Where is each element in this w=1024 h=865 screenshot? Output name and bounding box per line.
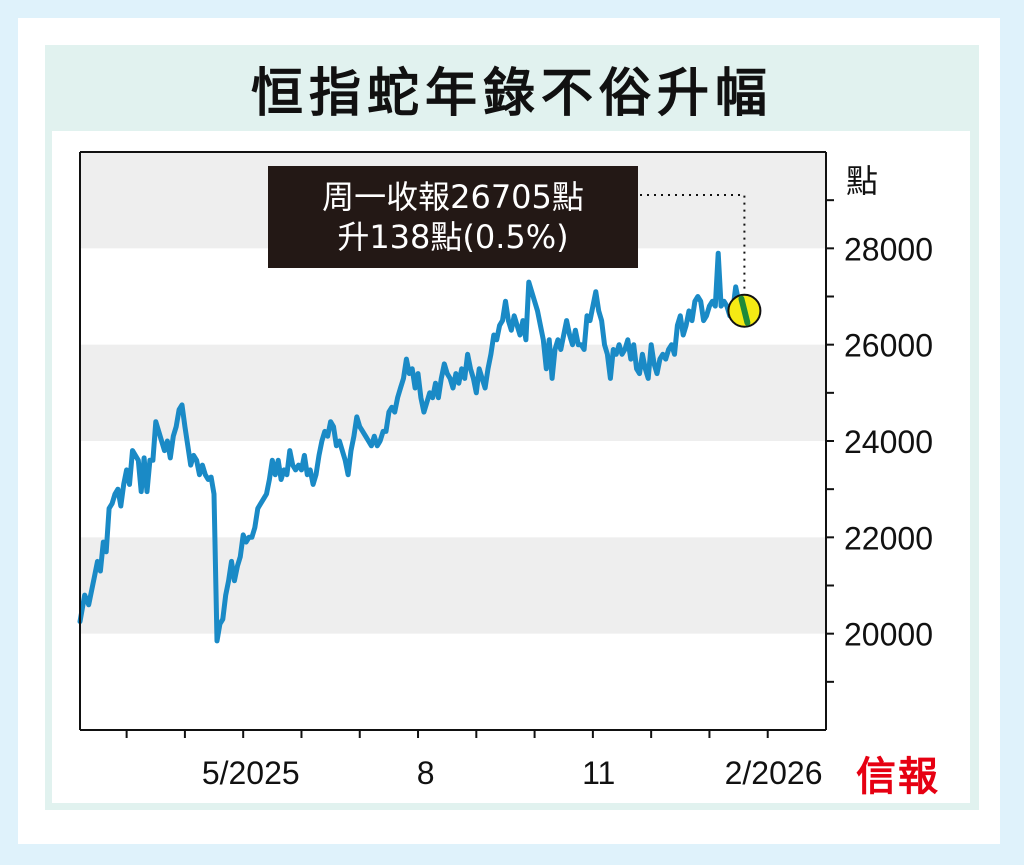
callout-line-2: 升138點(0.5%): [337, 218, 569, 256]
x-tick-label: 8: [417, 755, 435, 791]
series-line-0: [77, 250, 747, 644]
band-24000-26000: [80, 344, 826, 441]
x-axis: 5/2025 8 11 2/2026: [125, 730, 823, 791]
y-tick-label: 22000: [844, 520, 933, 556]
x-tick-label: 5/2025: [202, 755, 300, 791]
y-tick-label: 20000: [844, 617, 933, 653]
annotation-callout: 周一收報26705點 升138點(0.5%): [268, 166, 638, 268]
x-tick-label: 11: [582, 755, 615, 791]
y-axis: 20000 22000 24000 26000 28000: [826, 199, 933, 683]
last-value-marker: [727, 293, 762, 328]
last-value-highlight: [738, 295, 751, 326]
series-layer: [77, 250, 747, 644]
publisher-logo: 信報: [856, 753, 940, 800]
y-axis-unit-label: 點: [846, 162, 879, 200]
y-tick-label: 24000: [844, 424, 933, 460]
callout-leader: [640, 194, 746, 293]
chart-title: 恒指蛇年錄不俗升幅: [250, 63, 773, 124]
y-tick-label: 26000: [844, 328, 933, 364]
y-tick-label: 28000: [844, 231, 933, 267]
leader-line: [640, 194, 746, 293]
callout-line-1: 周一收報26705點: [322, 178, 584, 216]
band-20000-22000: [80, 537, 826, 634]
x-tick-label: 2/2026: [725, 755, 823, 791]
